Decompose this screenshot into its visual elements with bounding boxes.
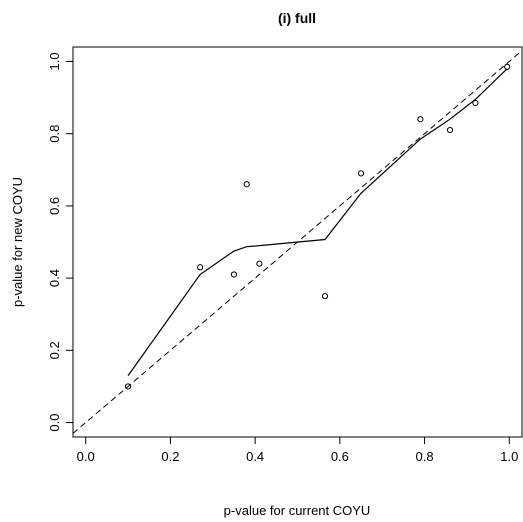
x-axis-label: p-value for current COYU: [224, 503, 371, 518]
y-tick-label: 1.0: [47, 52, 62, 70]
x-tick-label: 0.6: [331, 449, 349, 464]
y-axis-label: p-value for new COYU: [10, 177, 25, 307]
data-point: [196, 264, 204, 271]
data-point: [417, 116, 424, 123]
data-point: [243, 181, 250, 188]
data-point: [446, 126, 454, 134]
smooth-line-group: [127, 68, 508, 376]
y-tick-label: 0.8: [47, 125, 62, 143]
x-tick-label: 0.0: [77, 449, 95, 464]
data-point: [321, 293, 329, 300]
data-point: [256, 260, 263, 267]
chart-title: (i) full: [278, 10, 316, 26]
data-point: [230, 271, 238, 278]
points-group: [124, 63, 511, 390]
smooth-line: [127, 68, 508, 376]
y-tick-label: 0.6: [47, 197, 62, 215]
data-point: [472, 99, 479, 107]
data-point: [357, 170, 365, 177]
x-tick-label: 0.2: [161, 449, 179, 464]
x-tick-label: 0.4: [246, 449, 264, 464]
data-point: [124, 383, 132, 390]
y-axis: 0.0 0.2 0.4 0.6 0.8 1.0: [47, 52, 73, 432]
y-tick-label: 0.0: [47, 414, 62, 432]
x-tick-label: 0.8: [416, 449, 434, 464]
x-axis: 0.0 0.2 0.4 0.6 0.8 1.0: [77, 437, 518, 464]
y-tick-label: 0.4: [47, 269, 62, 287]
plot-frame: [72, 46, 523, 438]
y-tick-label: 0.2: [47, 341, 62, 359]
x-tick-label: 1.0: [500, 449, 518, 464]
data-point: [504, 63, 511, 70]
